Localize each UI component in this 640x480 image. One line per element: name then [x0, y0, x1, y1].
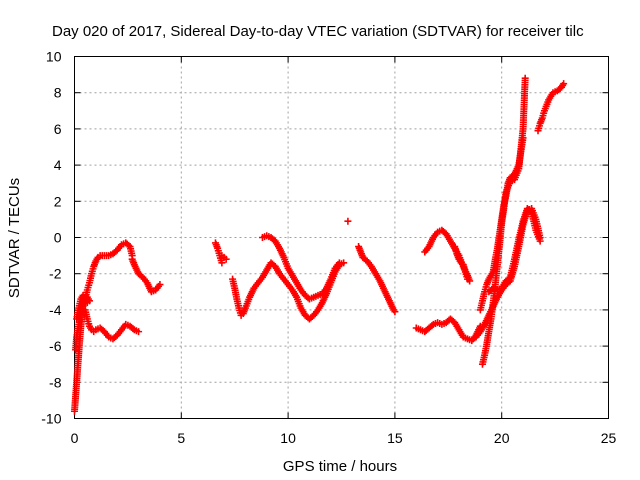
- series-track-19: [534, 80, 568, 135]
- x-tick-label: 20: [494, 430, 510, 446]
- y-tick-label: -2: [49, 266, 62, 282]
- y-tick-label: -4: [49, 302, 62, 318]
- y-tick-labels: -10 -8 -6 -4 -2 0 2 4 6 8 10: [41, 49, 61, 427]
- data-point: [519, 134, 527, 142]
- series-track-14: [451, 243, 472, 283]
- series-track-07: [218, 252, 230, 263]
- data-point: [344, 217, 352, 225]
- x-tick-label: 10: [280, 430, 296, 446]
- y-tick-label: 8: [54, 85, 62, 101]
- series-track-05: [128, 255, 164, 296]
- data-point: [536, 237, 544, 245]
- grid: [74, 56, 609, 419]
- data-point: [521, 74, 529, 82]
- x-tick-label: 5: [177, 430, 185, 446]
- x-tick-label: 0: [71, 430, 79, 446]
- data-point: [135, 328, 143, 336]
- y-tick-label: -10: [41, 411, 61, 427]
- data-point: [222, 255, 230, 263]
- series-track-16: [476, 134, 527, 314]
- data-point: [428, 322, 436, 330]
- y-tick-label: -8: [49, 374, 62, 390]
- data-point: [156, 281, 164, 289]
- chart-title: Day 020 of 2017, Sidereal Day-to-day VTE…: [52, 23, 584, 40]
- y-tick-label: -6: [49, 338, 62, 354]
- y-tick-label: 6: [54, 121, 62, 137]
- y-tick-label: 10: [46, 49, 62, 65]
- data-point: [391, 308, 399, 316]
- x-tick-label: 25: [601, 430, 617, 446]
- data-point: [83, 299, 91, 307]
- y-tick-label: 4: [54, 157, 62, 173]
- series-track-12: [412, 315, 484, 345]
- x-tick-labels: 0 5 10 15 20 25: [71, 430, 617, 446]
- data-point: [335, 259, 343, 267]
- y-tick-label: 2: [54, 193, 62, 209]
- plot-frame: [74, 56, 609, 419]
- series-track-04: [81, 306, 143, 343]
- data-point: [129, 325, 137, 333]
- series-track-03: [73, 291, 91, 323]
- data-marks: [71, 74, 568, 415]
- x-tick-label: 15: [387, 430, 403, 446]
- series-track-09: [258, 232, 343, 303]
- series-track-11: [355, 243, 399, 316]
- y-axis-title: SDTVAR / TECUs: [6, 178, 23, 298]
- x-axis-title: GPS time / hours: [283, 458, 397, 475]
- series-track-10: [344, 217, 352, 225]
- data-point: [464, 275, 472, 283]
- y-tick-label: 0: [54, 230, 62, 246]
- data-point: [218, 259, 226, 267]
- data-point: [560, 80, 568, 88]
- series-track-18: [485, 205, 544, 296]
- series-track-06: [211, 239, 226, 267]
